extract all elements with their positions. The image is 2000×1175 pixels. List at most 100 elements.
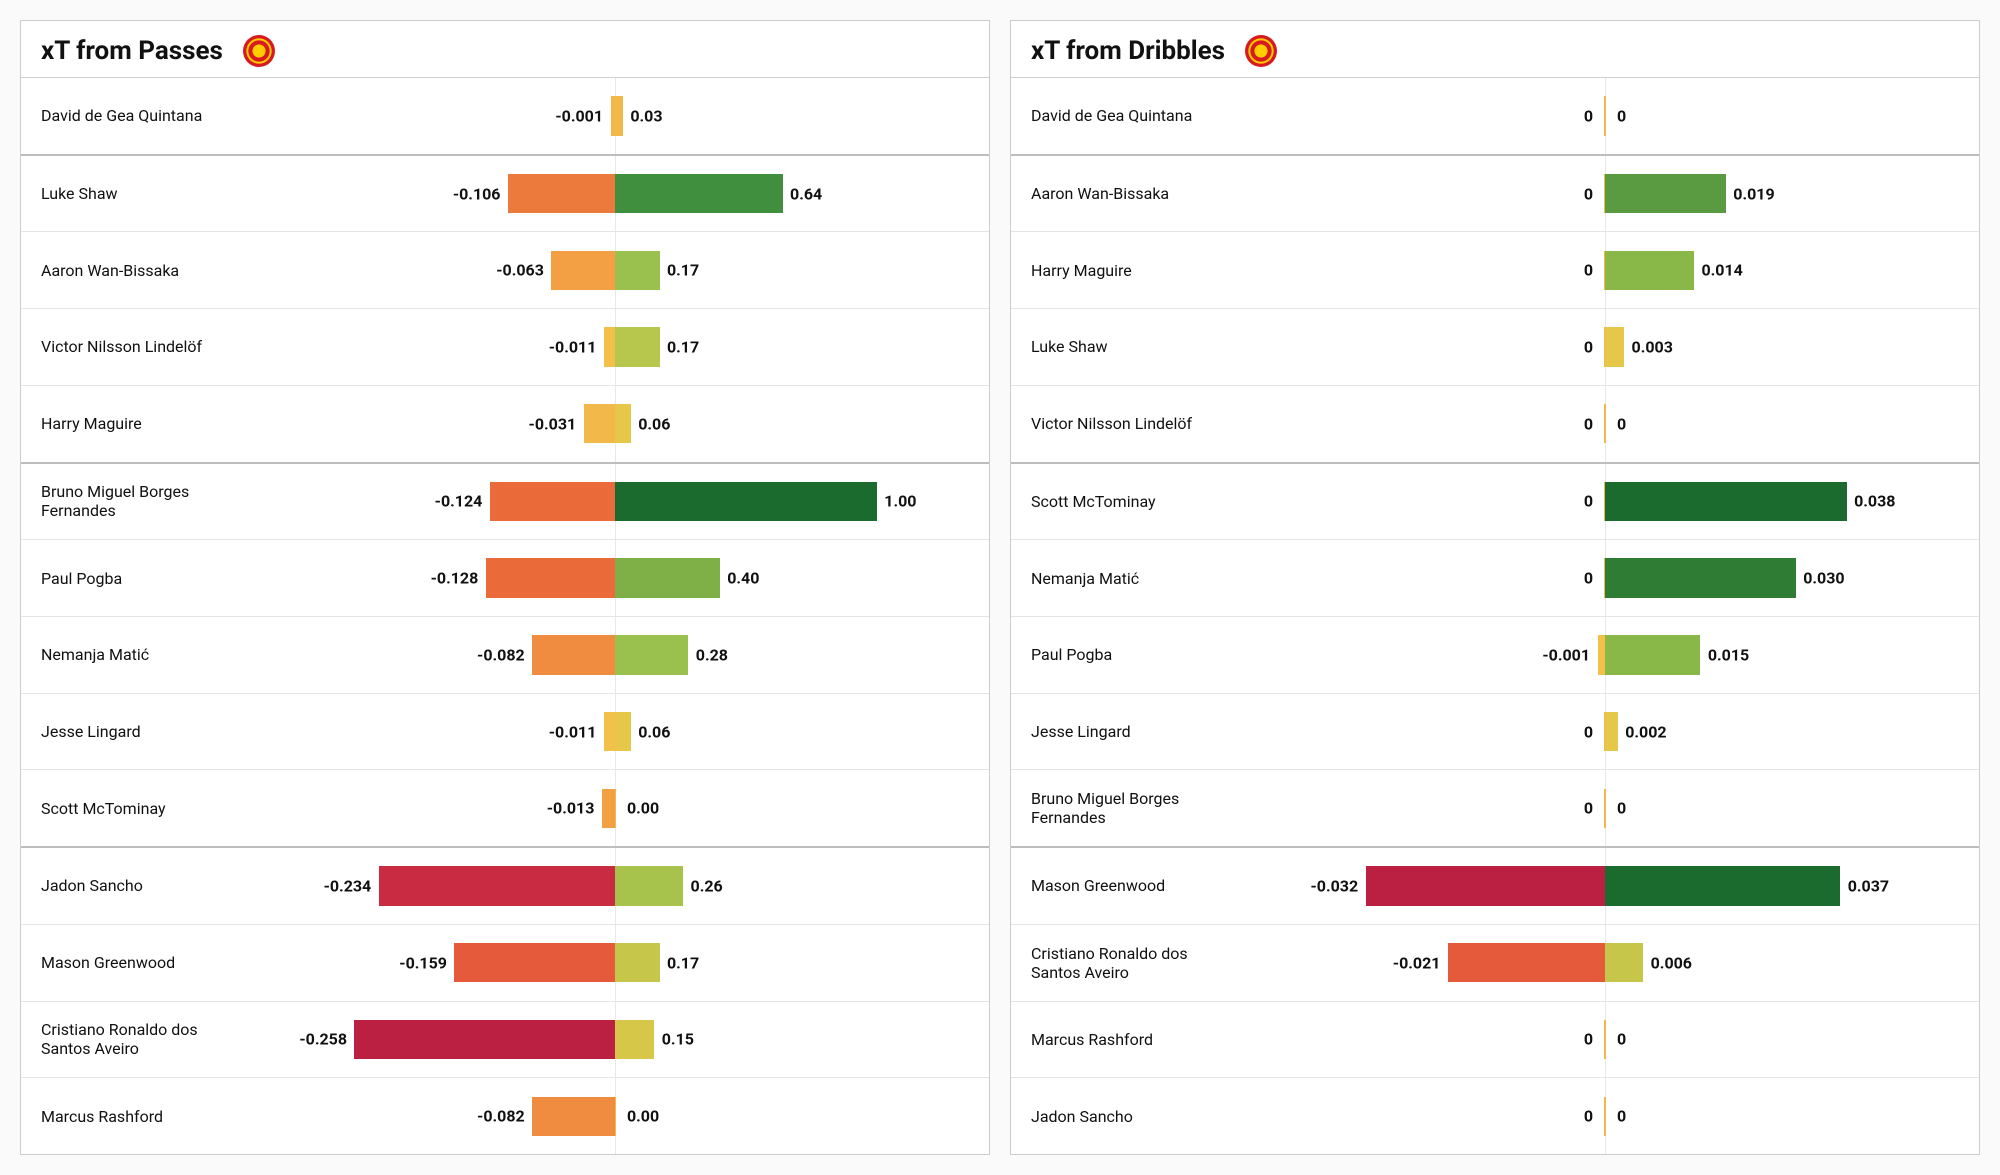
negative-value-label: -0.011 [549,338,597,357]
player-name-label: Victor Nilsson Lindelöf [1011,410,1231,437]
passes-chart-title: xT from Passes [41,36,223,66]
negative-value-label: -0.106 [453,184,501,203]
bar-area: -0.1241.00 [241,464,989,540]
bar-area: 00 [1231,1002,1979,1078]
player-name-label: Marcus Rashford [21,1103,241,1130]
negative-bar [1598,635,1605,674]
bar-area: -0.082 0.00 [241,1078,989,1154]
bar-area: -0.0010.03 [241,78,989,154]
club-badge-icon [243,35,275,67]
negative-bar [490,482,615,521]
negative-value-label: -0.128 [431,569,479,588]
positive-bar [1605,1097,1606,1136]
positive-bar [1605,174,1726,213]
dribbles-chart-panel: xT from Dribbles David de Gea Quintana00… [1010,20,1980,1155]
negative-value-label: -0.082 [477,1107,525,1126]
player-name-label: Nemanja Matić [21,641,241,668]
bar-area: -0.128 0.40 [241,540,989,616]
player-name-label: Cristiano Ronaldo dos Santos Aveiro [21,1016,241,1062]
positive-value-label: 0.06 [638,414,670,433]
negative-value-label: 0 [1584,1030,1593,1049]
positive-value-label: 0.019 [1733,184,1774,203]
negative-value-label: -0.063 [496,261,544,280]
positive-value-label: 0.00 [627,799,659,818]
positive-bar [615,482,877,521]
club-badge-icon [1245,35,1277,67]
chart-row: Aaron Wan-Bissaka00.019 [1011,156,1979,233]
positive-bar [615,789,616,828]
chart-row: Paul Pogba-0.0010.015 [1011,617,1979,694]
passes-chart-panel: xT from Passes David de Gea Quintana-0.0… [20,20,990,1155]
bar-area: -0.013 0.00 [241,770,989,846]
player-name-label: Jadon Sancho [1011,1103,1231,1130]
chart-row: Harry Maguire00.014 [1011,232,1979,309]
positive-bar [615,327,660,366]
player-name-label: Paul Pogba [1011,641,1231,668]
bar-area: 00 [1231,386,1979,462]
negative-value-label: -0.082 [477,645,525,664]
negative-value-label: -0.013 [547,799,595,818]
negative-value-label: -0.032 [1311,877,1359,896]
bar-area: 00 [1231,1078,1979,1154]
positive-bar [1605,943,1643,982]
bar-area: -0.1590.17 [241,925,989,1001]
player-name-label: Scott McTominay [21,795,241,822]
player-name-label: Mason Greenwood [21,949,241,976]
negative-bar [379,866,615,905]
positive-bar [615,1020,654,1059]
positive-value-label: 0 [1617,1107,1626,1126]
negative-value-label: 0 [1584,106,1593,125]
chart-row: Mason Greenwood-0.1590.17 [21,925,989,1002]
negative-bar [584,404,615,443]
bar-area: 00.030 [1231,540,1979,616]
negative-value-label: -0.234 [324,877,372,896]
chart-row: Cristiano Ronaldo dos Santos Aveiro -0.02… [1011,925,1979,1002]
positive-bar [1605,1020,1606,1059]
negative-bar [604,712,615,751]
negative-value-label: 0 [1584,184,1593,203]
chart-row: Bruno Miguel Borges Fernandes-0.1241.00 [21,464,989,541]
player-name-label: David de Gea Quintana [21,102,241,129]
negative-bar [532,635,615,674]
player-name-label: Cristiano Ronaldo dos Santos Aveiro [1011,940,1231,986]
player-name-label: Harry Maguire [21,410,241,437]
negative-value-label: -0.021 [1393,953,1441,972]
negative-value-label: -0.159 [399,953,447,972]
chart-row: Aaron Wan-Bissaka-0.0630.17 [21,232,989,309]
negative-bar [508,174,615,213]
dribbles-rows: David de Gea Quintana00Aaron Wan-Bissaka… [1011,78,1979,1154]
negative-value-label: 0 [1584,799,1593,818]
positive-value-label: 0.17 [667,261,699,280]
chart-row: Cristiano Ronaldo dos Santos Aveiro-0.25… [21,1002,989,1079]
positive-value-label: 0.40 [727,569,759,588]
positive-bar [1605,635,1700,674]
positive-bar [1605,712,1618,751]
player-name-label: Paul Pogba [21,565,241,592]
positive-value-label: 0.64 [790,184,822,203]
positive-bar [615,1097,616,1136]
positive-bar [1605,482,1847,521]
positive-value-label: 0.014 [1701,261,1742,280]
chart-row: Marcus Rashford00 [1011,1002,1979,1079]
player-name-label: Luke Shaw [1011,333,1231,360]
negative-value-label: 0 [1584,414,1593,433]
positive-value-label: 0.00 [627,1107,659,1126]
positive-bar [1605,404,1606,443]
positive-value-label: 0.06 [638,722,670,741]
positive-bar [615,866,683,905]
bar-area: -0.2580.15 [241,1002,989,1078]
player-name-label: Jesse Lingard [1011,718,1231,745]
positive-value-label: 0 [1617,799,1626,818]
positive-bar [1605,558,1796,597]
player-name-label: Scott McTominay [1011,488,1231,515]
chart-row: Jesse Lingard-0.0110.06 [21,694,989,771]
chart-row: Scott McTominay00.038 [1011,464,1979,541]
negative-value-label: 0 [1584,722,1593,741]
bar-area: 00.014 [1231,232,1979,308]
bar-area: 00.038 [1231,464,1979,540]
player-name-label: Jadon Sancho [21,872,241,899]
player-name-label: Victor Nilsson Lindelöf [21,333,241,360]
negative-value-label: -0.001 [1542,645,1590,664]
positive-bar [1605,96,1606,135]
positive-bar [615,404,631,443]
